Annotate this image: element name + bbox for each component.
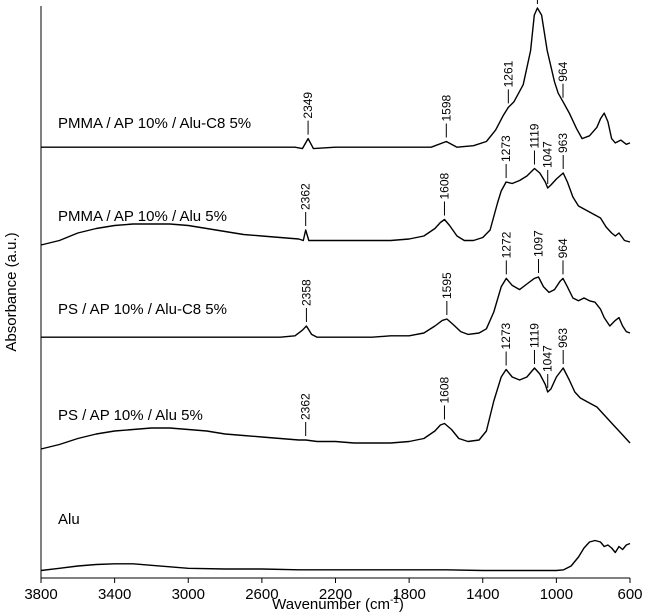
x-tick-label: 1000 — [540, 586, 573, 603]
x-tick-label: 1400 — [466, 586, 499, 603]
x-tick-label: 3000 — [172, 586, 205, 603]
trace-labels: PMMA / AP 10% / Alu-C8 5% PMMA / AP 10% /… — [58, 115, 251, 528]
peak-label: 963 — [556, 328, 570, 348]
x-axis-title: Wavenumber (cm-1) — [272, 595, 404, 613]
peak-label: 2349 — [301, 92, 315, 119]
x-axis-title-superscript: -1 — [390, 595, 399, 606]
peak-label: 1273 — [499, 322, 513, 349]
x-tick-label: 600 — [617, 586, 642, 603]
peak-label: 2362 — [299, 393, 313, 420]
peak-label: 1608 — [438, 172, 452, 199]
plot-area: 3800 3400 3000 2600 2200 1800 1400 1000 600 PMMA… — [24, 0, 643, 603]
spectrum-line-5 — [40, 539, 631, 572]
peak-label: 964 — [556, 61, 570, 81]
spectra-traces — [40, 7, 631, 572]
peak-label: 1598 — [439, 94, 453, 121]
spectrum-line-2 — [40, 167, 631, 246]
peak-label: 964 — [556, 238, 570, 258]
x-axis-ticks: 3800 3400 3000 2600 2200 1800 1400 1000 600 — [24, 578, 643, 603]
x-tick-label: 2600 — [245, 586, 278, 603]
peak-label: 963 — [556, 133, 570, 153]
peak-label: 1273 — [499, 135, 513, 162]
peak-label: 1097 — [532, 230, 546, 257]
peak-label: 1047 — [541, 141, 555, 168]
x-axis-title-close: ) — [399, 596, 404, 613]
x-axis-title-main: Wavenumber (cm — [272, 596, 390, 613]
peak-label: 1047 — [541, 345, 555, 372]
spectrum-line-3 — [41, 276, 631, 338]
spectrum-line-1 — [41, 7, 631, 150]
x-tick-label: 1800 — [392, 586, 425, 603]
trace-label-3: PS / AP 10% / Alu-C8 5% — [58, 301, 227, 318]
peak-label: 1595 — [440, 272, 454, 299]
peak-annotations: 2349159812611103964236216081273111910479… — [299, 0, 570, 436]
trace-label-1: PMMA / AP 10% / Alu-C8 5% — [58, 115, 251, 132]
trace-label-2: PMMA / AP 10% / Alu 5% — [58, 208, 227, 225]
peak-label: 1119 — [528, 323, 542, 348]
peak-label: 2358 — [299, 279, 313, 306]
peak-label: 1261 — [501, 60, 515, 87]
x-tick-label: 3400 — [98, 586, 131, 603]
y-axis-title: Absorbance (a.u.) — [3, 232, 20, 351]
peak-label: 1119 — [528, 123, 542, 148]
trace-label-4: PS / AP 10% / Alu 5% — [58, 407, 203, 424]
peak-label: 2362 — [299, 183, 313, 210]
peak-label: 1608 — [438, 376, 452, 403]
trace-label-5: Alu — [58, 511, 80, 528]
spectrum-line-4 — [40, 367, 631, 450]
x-tick-label: 2200 — [319, 586, 352, 603]
x-tick-label: 3800 — [24, 586, 57, 603]
peak-label: 1272 — [499, 231, 513, 258]
